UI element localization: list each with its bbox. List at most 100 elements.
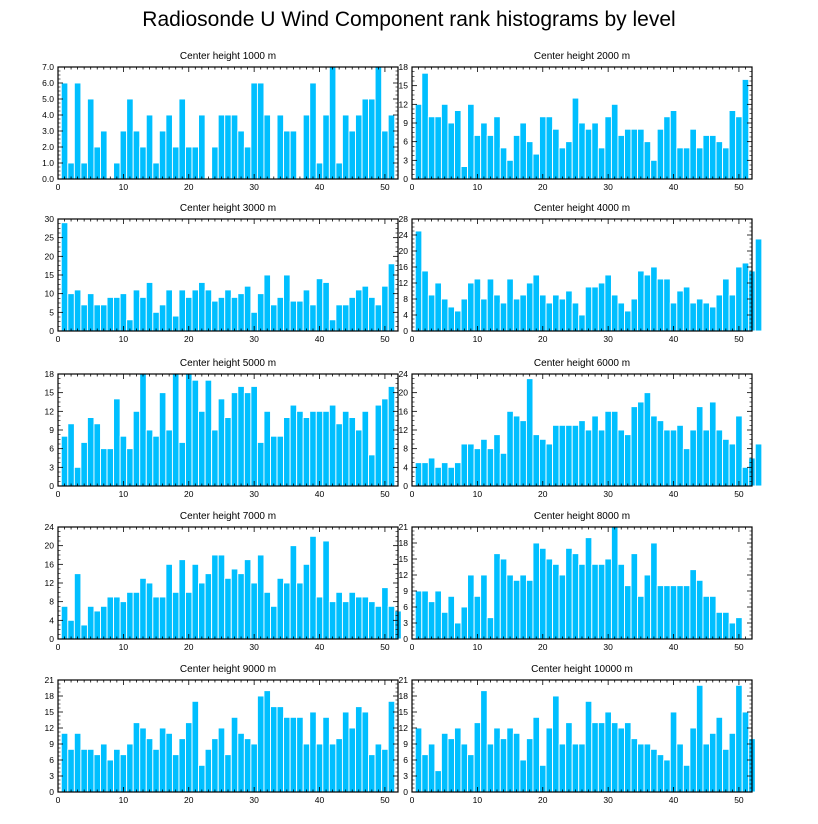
histogram-bar <box>454 110 462 180</box>
histogram-bar <box>355 429 363 487</box>
histogram-bar <box>421 754 429 793</box>
y-tick-label: 15 <box>399 707 409 717</box>
histogram-bar <box>191 289 200 332</box>
histogram-bar <box>165 732 173 793</box>
histogram-bar <box>722 147 730 180</box>
histogram-bar <box>552 695 560 793</box>
histogram-bar <box>447 306 455 332</box>
histogram-bar <box>695 298 704 332</box>
histogram-bar <box>256 82 265 180</box>
histogram-bar <box>604 274 612 332</box>
histogram-bar <box>204 379 213 487</box>
histogram-bar <box>322 716 330 793</box>
histogram-bar <box>113 398 121 487</box>
histogram-bar <box>119 754 128 793</box>
histogram-bar <box>689 302 697 332</box>
histogram-bar <box>695 684 704 793</box>
x-tick-label: 30 <box>603 642 613 652</box>
histogram-bar <box>60 435 69 487</box>
histogram-bar <box>650 266 658 332</box>
histogram-bar <box>565 547 573 640</box>
histogram-bar <box>676 424 684 487</box>
histogram-bar <box>440 732 449 793</box>
histogram-bar <box>289 404 298 487</box>
histogram-bar <box>60 605 69 640</box>
x-tick-label: 20 <box>184 489 194 499</box>
histogram-bar <box>243 146 252 180</box>
histogram-bar <box>283 417 291 487</box>
y-tick-label: 0 <box>49 326 54 336</box>
histogram-bar <box>361 711 370 793</box>
histogram-bar <box>715 294 724 332</box>
histogram-bar <box>80 748 88 793</box>
histogram-bar <box>374 66 383 180</box>
histogram-bar <box>591 722 599 793</box>
histogram-bar <box>506 574 514 640</box>
histogram-bar <box>387 605 396 640</box>
x-tick-label: 40 <box>315 642 325 652</box>
y-tick-label: 0 <box>403 481 408 491</box>
histogram-bar <box>519 420 527 487</box>
histogram-bar <box>630 738 639 793</box>
histogram-bar <box>374 743 383 793</box>
histogram-bar <box>715 611 724 640</box>
histogram-bar <box>250 385 258 487</box>
y-tick-label: 12 <box>399 425 409 435</box>
histogram-bar <box>630 128 639 180</box>
histogram-bar <box>374 404 383 487</box>
histogram-bar <box>663 278 671 332</box>
histogram-bar <box>460 606 469 640</box>
histogram-bar <box>80 441 88 487</box>
histogram-bar <box>106 448 115 487</box>
histogram-bar <box>185 296 193 332</box>
histogram-bar <box>427 601 436 640</box>
histogram-bar <box>230 114 239 180</box>
histogram-bar <box>617 134 625 180</box>
histogram-bar <box>571 424 580 487</box>
histogram-bar <box>73 466 82 487</box>
y-tick-label: 12 <box>399 570 409 580</box>
histogram-bar <box>322 410 330 487</box>
histogram-bar <box>348 296 356 332</box>
histogram-bar <box>256 293 265 332</box>
histogram-bar <box>519 574 527 640</box>
histogram-bar <box>434 590 442 640</box>
histogram-bar <box>637 270 645 332</box>
histogram-bar <box>473 595 482 640</box>
histogram-bar <box>709 306 717 332</box>
histogram-bar <box>486 617 495 640</box>
histogram-bar <box>532 274 540 332</box>
x-tick-label: 30 <box>249 334 259 344</box>
histogram-bar <box>682 764 691 793</box>
histogram-bar <box>289 545 298 640</box>
histogram-bar <box>387 700 396 793</box>
histogram-bar <box>486 743 495 793</box>
y-tick-label: 0 <box>49 481 54 491</box>
x-tick-label: 20 <box>538 795 548 805</box>
histogram-bar <box>506 410 514 487</box>
histogram-bar <box>728 110 737 180</box>
histogram-bar <box>381 130 389 180</box>
histogram-bar <box>597 563 606 640</box>
x-tick-label: 30 <box>249 642 259 652</box>
y-tick-label: 9 <box>49 739 54 749</box>
x-tick-label: 40 <box>669 182 679 192</box>
histogram-bar <box>361 285 370 332</box>
histogram-bar <box>604 410 612 487</box>
histogram-bar <box>643 392 652 487</box>
y-tick-label: 3 <box>403 618 408 628</box>
histogram-bar <box>178 98 186 180</box>
histogram-bar <box>204 289 213 332</box>
histogram-bar <box>341 410 350 487</box>
histogram-bar <box>315 278 324 332</box>
x-tick-label: 10 <box>473 642 483 652</box>
y-tick-label: 3.0 <box>42 126 54 136</box>
histogram-bar <box>689 128 697 180</box>
histogram-bar <box>480 690 488 793</box>
y-tick-label: 12 <box>399 278 409 288</box>
histogram-bar <box>191 379 200 487</box>
histogram-bar <box>578 420 586 487</box>
histogram-bar <box>545 443 554 487</box>
histogram-bar <box>440 103 449 180</box>
histogram-bar <box>669 711 678 793</box>
